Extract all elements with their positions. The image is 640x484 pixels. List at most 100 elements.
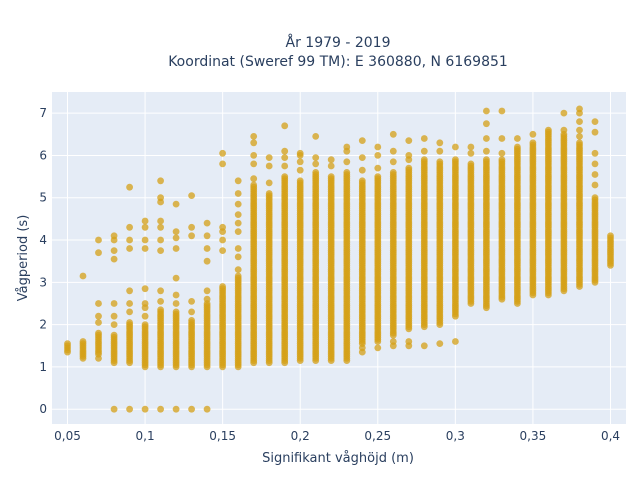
data-point bbox=[219, 223, 227, 231]
plot-area bbox=[52, 92, 626, 424]
data-point bbox=[172, 405, 180, 413]
data-point bbox=[560, 109, 568, 117]
data-point bbox=[126, 319, 133, 326]
data-point bbox=[234, 253, 242, 261]
data-point bbox=[420, 156, 428, 164]
data-point bbox=[591, 118, 599, 125]
data-point bbox=[327, 156, 335, 164]
data-point bbox=[188, 308, 196, 316]
data-point bbox=[126, 223, 133, 231]
data-point bbox=[110, 331, 118, 339]
data-point bbox=[389, 130, 397, 138]
y-tick-label: 2 bbox=[39, 318, 47, 332]
data-point bbox=[591, 149, 599, 157]
data-point bbox=[110, 312, 118, 320]
data-point bbox=[188, 223, 196, 231]
data-point bbox=[203, 232, 211, 240]
data-point bbox=[157, 217, 165, 225]
data-point bbox=[203, 245, 211, 252]
data-point bbox=[188, 232, 196, 240]
data-point bbox=[234, 245, 242, 252]
data-point bbox=[172, 300, 180, 307]
data-point bbox=[591, 171, 599, 178]
y-tick-label: 6 bbox=[39, 148, 47, 162]
chart-title-line-2: Koordinat (Sweref 99 TM): E 360880, N 61… bbox=[168, 54, 508, 70]
x-tick-label: 0,15 bbox=[209, 429, 236, 443]
data-point bbox=[514, 135, 521, 142]
data-point bbox=[327, 162, 335, 170]
data-point bbox=[141, 236, 149, 244]
data-point bbox=[126, 405, 133, 413]
data-point bbox=[281, 122, 289, 130]
x-tick-label: 0,35 bbox=[520, 429, 547, 443]
data-point bbox=[343, 169, 351, 176]
data-point bbox=[483, 135, 490, 142]
data-point bbox=[157, 177, 165, 185]
data-point bbox=[203, 405, 211, 413]
data-point bbox=[157, 298, 165, 305]
data-point bbox=[405, 152, 413, 159]
data-point bbox=[312, 133, 320, 140]
data-point bbox=[529, 139, 537, 147]
data-point bbox=[436, 147, 444, 155]
data-point bbox=[467, 160, 475, 168]
data-point bbox=[281, 154, 289, 162]
data-point bbox=[126, 236, 133, 244]
data-point bbox=[141, 223, 149, 231]
data-point bbox=[95, 236, 102, 244]
data-point bbox=[157, 287, 165, 295]
data-point bbox=[172, 245, 180, 252]
data-point bbox=[358, 344, 366, 352]
data-point bbox=[389, 147, 397, 155]
data-point bbox=[405, 164, 413, 172]
x-tick-label: 0,2 bbox=[291, 429, 310, 443]
data-point bbox=[219, 236, 227, 244]
data-point bbox=[467, 143, 475, 151]
data-point bbox=[358, 166, 366, 174]
data-point bbox=[110, 405, 118, 413]
data-point bbox=[607, 232, 614, 240]
data-point bbox=[234, 211, 242, 219]
data-point bbox=[110, 300, 118, 307]
x-tick-label: 0,4 bbox=[601, 429, 620, 443]
y-tick-label: 5 bbox=[39, 191, 47, 205]
data-point bbox=[374, 164, 382, 172]
data-point bbox=[110, 255, 118, 263]
data-point bbox=[296, 149, 304, 157]
data-point bbox=[343, 143, 351, 151]
data-point bbox=[296, 166, 304, 174]
data-point bbox=[591, 181, 599, 189]
data-point bbox=[157, 247, 165, 255]
data-point bbox=[203, 257, 211, 265]
data-point bbox=[141, 321, 149, 328]
data-point bbox=[281, 173, 289, 181]
data-point bbox=[576, 105, 583, 113]
data-point bbox=[110, 232, 118, 240]
data-point bbox=[203, 295, 211, 303]
x-tick-label: 0,3 bbox=[446, 429, 465, 443]
data-point bbox=[219, 247, 227, 255]
data-point bbox=[141, 312, 149, 320]
data-point bbox=[188, 317, 196, 324]
data-point bbox=[141, 245, 149, 252]
data-point bbox=[389, 338, 397, 345]
data-point bbox=[250, 133, 258, 140]
data-point bbox=[514, 143, 521, 151]
data-point bbox=[529, 130, 537, 138]
data-point bbox=[389, 158, 397, 166]
y-tick-label: 7 bbox=[39, 106, 47, 120]
data-point bbox=[250, 152, 258, 159]
chart-title-line-1: År 1979 - 2019 bbox=[286, 34, 391, 51]
data-point bbox=[219, 160, 227, 168]
x-axis-title: Signifikant våghöjd (m) bbox=[262, 451, 414, 466]
data-point bbox=[110, 321, 118, 328]
data-point bbox=[265, 179, 273, 187]
data-point bbox=[141, 300, 149, 307]
data-point bbox=[281, 147, 289, 155]
data-point bbox=[576, 118, 583, 125]
data-point bbox=[157, 405, 165, 413]
data-point bbox=[265, 162, 273, 170]
data-point bbox=[219, 149, 227, 157]
